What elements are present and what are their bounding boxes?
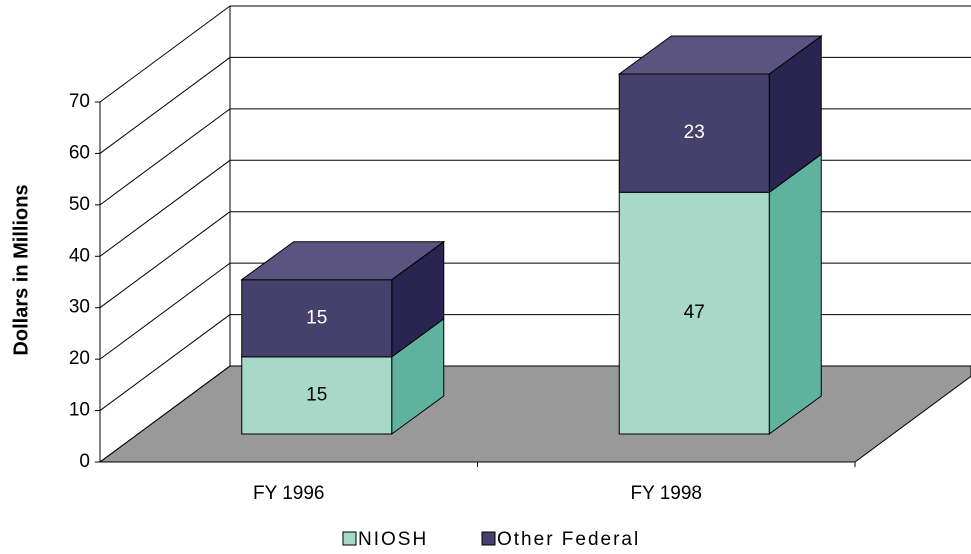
grid-line xyxy=(99,108,231,206)
y-tick-label: 40 xyxy=(69,245,90,266)
grid-line xyxy=(99,365,231,463)
data-label: 23 xyxy=(684,122,705,143)
x-tick-label: FY 1998 xyxy=(631,483,702,504)
y-tick-label: 60 xyxy=(69,142,90,163)
y-axis-label: Dollars in Millions xyxy=(10,184,32,355)
grid-line xyxy=(99,262,231,360)
legend-label: Other Federal xyxy=(497,529,640,550)
legend-swatch xyxy=(342,531,357,546)
grid-line xyxy=(99,211,231,309)
bar xyxy=(618,191,770,435)
bar xyxy=(241,279,393,358)
bar xyxy=(618,73,770,193)
y-tick-label: 0 xyxy=(79,451,90,472)
y-tick-label: 20 xyxy=(69,348,90,369)
bar xyxy=(241,356,393,435)
y-tick-label: 30 xyxy=(69,297,90,318)
floor xyxy=(98,365,971,463)
bar-top xyxy=(617,35,823,75)
x-tick-label: FY 1996 xyxy=(253,483,324,504)
grid-line xyxy=(99,159,231,257)
legend-swatch xyxy=(481,531,496,546)
y-tick-label: 10 xyxy=(69,400,90,421)
grid-line xyxy=(99,5,231,103)
y-tick-label: 50 xyxy=(69,194,90,215)
bar-side xyxy=(768,153,822,435)
data-label: 15 xyxy=(306,307,327,328)
grid-line xyxy=(99,314,231,411)
y-tick-label: 70 xyxy=(69,91,90,112)
data-label: 47 xyxy=(684,302,705,323)
data-label: 15 xyxy=(306,384,327,405)
legend-label: NIOSH xyxy=(358,529,428,550)
grid-line xyxy=(99,57,231,154)
bar-top xyxy=(240,241,446,281)
